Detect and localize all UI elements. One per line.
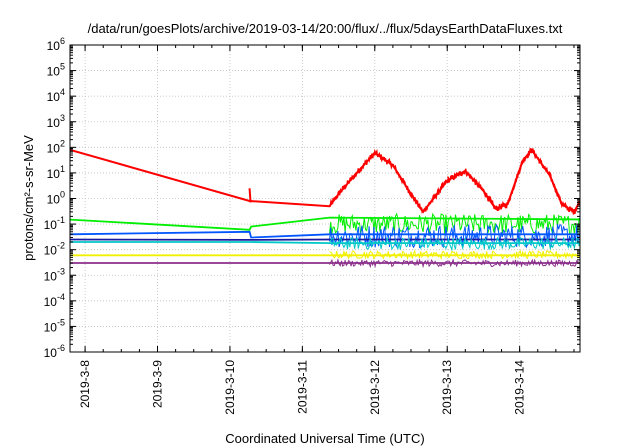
y-tick-label: 10-4 bbox=[44, 292, 65, 309]
y-tick-label: 101 bbox=[47, 164, 65, 181]
y-tick-label: 10-6 bbox=[44, 343, 65, 360]
y-tick-label: 102 bbox=[47, 138, 65, 155]
x-tick-label: 2019-3-12 bbox=[368, 360, 382, 415]
series-line bbox=[70, 216, 580, 231]
chart-title: /data/run/goesPlots/archive/2019-03-14/2… bbox=[88, 21, 563, 36]
y-tick-label: 103 bbox=[47, 113, 65, 130]
x-tick-label: 2019-3-14 bbox=[513, 360, 527, 415]
series-noise bbox=[329, 212, 580, 235]
axis-ticks: 10-6 10-5 10-4 10-3 10-2 10-1 100 101 102 103 104 1… bbox=[44, 36, 580, 415]
series-spike bbox=[248, 188, 252, 203]
grid-lines bbox=[70, 45, 580, 352]
series-group bbox=[70, 147, 580, 269]
x-tick-label: 2019-3-13 bbox=[440, 360, 454, 415]
y-tick-label: 105 bbox=[47, 62, 65, 79]
y-tick-label: 10-3 bbox=[44, 266, 65, 283]
x-tick-label: 2019-3-11 bbox=[295, 360, 309, 414]
series-line bbox=[70, 230, 580, 239]
x-tick-label: 2019-3-9 bbox=[151, 360, 165, 408]
series-noise bbox=[328, 147, 580, 215]
series-noise bbox=[329, 249, 580, 261]
y-axis-label: protons/cm²-s-sr-MeV bbox=[21, 135, 36, 261]
series-line bbox=[70, 241, 580, 244]
series-noise bbox=[329, 236, 580, 252]
x-axis-label: Coordinated Universal Time (UTC) bbox=[225, 431, 424, 446]
y-tick-label: 10-5 bbox=[44, 317, 65, 334]
series-noise bbox=[329, 258, 580, 269]
x-tick-label: 2019-3-8 bbox=[78, 360, 92, 408]
y-tick-label: 106 bbox=[47, 36, 65, 53]
y-tick-label: 104 bbox=[47, 87, 65, 104]
y-tick-label: 100 bbox=[47, 190, 65, 207]
x-tick-label: 2019-3-10 bbox=[223, 360, 237, 415]
y-tick-label: 10-1 bbox=[44, 215, 65, 232]
y-tick-label: 10-2 bbox=[44, 241, 65, 258]
